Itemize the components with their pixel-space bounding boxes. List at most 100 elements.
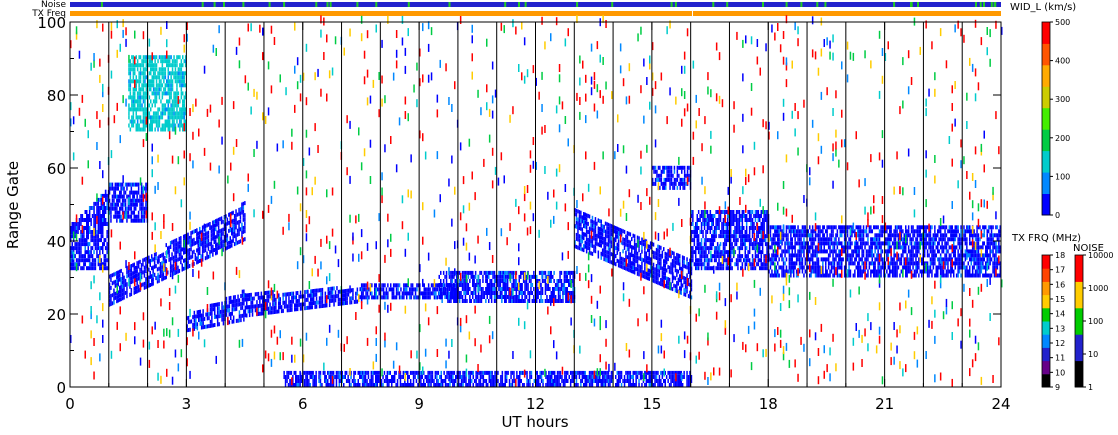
echo-cell — [905, 269, 907, 274]
echo-cell — [861, 273, 863, 278]
echo-cell — [944, 225, 946, 230]
echo-cell — [88, 250, 91, 255]
echo-cell — [139, 279, 141, 284]
echo-cell — [231, 231, 233, 236]
echo-cell — [145, 277, 147, 282]
echo-cell — [152, 281, 154, 286]
echo-cell — [87, 218, 89, 222]
echo-cell — [706, 222, 709, 226]
echo-cell — [240, 302, 242, 306]
echo-cell — [870, 229, 872, 234]
echo-cell — [145, 257, 147, 261]
echo-cell — [490, 295, 493, 299]
echo-cell — [910, 237, 913, 242]
echo-cell — [228, 228, 230, 233]
echo-cell — [70, 262, 72, 267]
echo-cell — [217, 245, 220, 250]
echo-cell — [641, 241, 643, 246]
echo-cell — [702, 210, 704, 214]
echo-cell — [142, 210, 144, 215]
echo-cell — [174, 238, 176, 243]
echo-cell — [283, 304, 286, 309]
echo-cell — [553, 287, 555, 291]
echo-cell — [130, 190, 133, 195]
echo-cell — [296, 291, 299, 295]
echo-cell — [136, 265, 138, 270]
echo-cell — [299, 290, 302, 295]
echo-cell — [629, 232, 632, 237]
echo-cell — [699, 214, 701, 218]
echo-cell — [585, 229, 588, 234]
echo-cell — [544, 279, 547, 283]
echo-cell — [944, 229, 946, 234]
echo-cell — [809, 261, 811, 266]
echo-cell — [641, 257, 643, 262]
echo-cell — [276, 309, 279, 314]
echo-cell — [486, 287, 488, 291]
echo-cell — [744, 262, 746, 267]
echo-cell — [120, 186, 122, 191]
echo-cell — [196, 314, 199, 319]
echo-cell — [903, 233, 905, 238]
echo-cell — [743, 238, 745, 243]
echo-cell — [321, 287, 324, 292]
echo-cell — [823, 273, 825, 278]
echo-cell — [198, 318, 200, 322]
echo-cell — [581, 215, 584, 220]
echo-cell — [130, 276, 133, 281]
echo-cell — [232, 218, 234, 223]
noise-accent — [375, 2, 378, 7]
top-strips: Noise TX Freq — [31, 0, 1001, 19]
echo-cell — [759, 242, 761, 247]
echo-cell — [775, 265, 777, 270]
echo-cell — [445, 274, 448, 279]
echo-cell — [874, 249, 876, 254]
echo-cell — [793, 261, 795, 266]
echo-cell — [75, 258, 78, 263]
echo-cell — [594, 225, 597, 230]
echo-cell — [967, 249, 969, 254]
echo-cell — [878, 237, 881, 242]
echo-cell — [807, 257, 809, 262]
echo-cell — [636, 267, 639, 272]
echo-cell — [871, 229, 873, 234]
echo-cell — [674, 260, 677, 265]
echo-cell — [654, 275, 656, 280]
echo-cell — [638, 256, 640, 261]
echo-cell — [839, 233, 841, 238]
echo-cell — [921, 261, 923, 266]
echo-cell — [865, 241, 868, 246]
echo-cell — [684, 292, 687, 297]
echo-cell — [706, 266, 709, 271]
echo-cell — [673, 177, 676, 182]
echo-cell — [760, 266, 762, 271]
echo-cell — [957, 237, 959, 242]
echo-cell — [804, 245, 807, 250]
echo-cell — [121, 198, 124, 203]
echo-cell — [750, 262, 752, 267]
echo-cell — [775, 233, 777, 238]
echo-cell — [669, 177, 671, 182]
echo-cell — [520, 291, 522, 295]
echo-cell — [591, 239, 594, 244]
echo-cell — [123, 291, 125, 296]
echo-cell — [299, 306, 302, 311]
echo-cell — [119, 198, 121, 203]
echo-cell — [174, 250, 176, 255]
echo-cell — [854, 233, 856, 238]
echo-cell — [350, 288, 353, 293]
echo-cell — [737, 222, 739, 226]
echo-cell — [223, 235, 226, 239]
echo-cell — [938, 257, 940, 262]
echo-cell — [127, 273, 130, 278]
echo-cell — [530, 274, 532, 279]
echo-cell — [823, 249, 825, 254]
echo-cell — [149, 283, 151, 287]
echo-cell — [117, 294, 119, 299]
echo-cell — [830, 237, 833, 242]
echo-cell — [884, 273, 887, 278]
echo-cell — [841, 225, 843, 230]
echo-cell — [748, 210, 751, 214]
echo-cell — [215, 247, 217, 252]
echo-cell — [747, 218, 749, 222]
